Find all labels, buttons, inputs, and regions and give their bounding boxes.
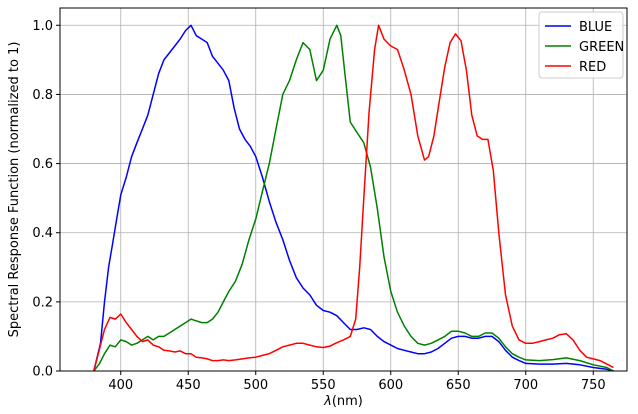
x-axis-ticks: 400 450 500 550 600 650 700 750: [108, 371, 606, 393]
x-tick-label: 700: [513, 378, 538, 393]
x-axis-label-unit: (nm): [332, 394, 363, 409]
y-axis-label: Spectral Response Function (normalized t…: [7, 42, 22, 338]
y-tick-label: 1.0: [32, 19, 53, 34]
x-tick-label: 400: [108, 378, 133, 393]
series-line-blue: [93, 24, 614, 372]
legend-label-blue: BLUE: [579, 20, 612, 35]
x-tick-label: 750: [581, 378, 606, 393]
series-lines: [93, 24, 614, 372]
y-tick-label: 0.0: [32, 365, 53, 380]
y-tick-label: 0.2: [32, 295, 53, 310]
series-line-red: [93, 24, 614, 372]
series-line-green: [93, 24, 614, 372]
x-axis-label: λ(nm): [323, 394, 363, 409]
y-axis-ticks: 0.0 0.2 0.4 0.6 0.8 1.0: [32, 19, 60, 380]
x-tick-label: 650: [446, 378, 471, 393]
legend-box: [538, 11, 624, 79]
legend: BLUE GREEN RED: [538, 11, 624, 79]
x-tick-label: 450: [176, 378, 201, 393]
legend-label-red: RED: [579, 60, 606, 75]
x-tick-label: 500: [243, 378, 268, 393]
x-tick-label: 600: [378, 378, 403, 393]
x-axis-label-symbol: λ: [323, 394, 332, 409]
plot-area-frame: [59, 7, 628, 372]
y-tick-label: 0.8: [32, 88, 53, 103]
x-tick-label: 550: [311, 378, 336, 393]
y-tick-label: 0.4: [32, 226, 53, 241]
y-tick-label: 0.6: [32, 157, 53, 172]
legend-label-green: GREEN: [579, 40, 624, 55]
grid-lines: [60, 8, 627, 372]
